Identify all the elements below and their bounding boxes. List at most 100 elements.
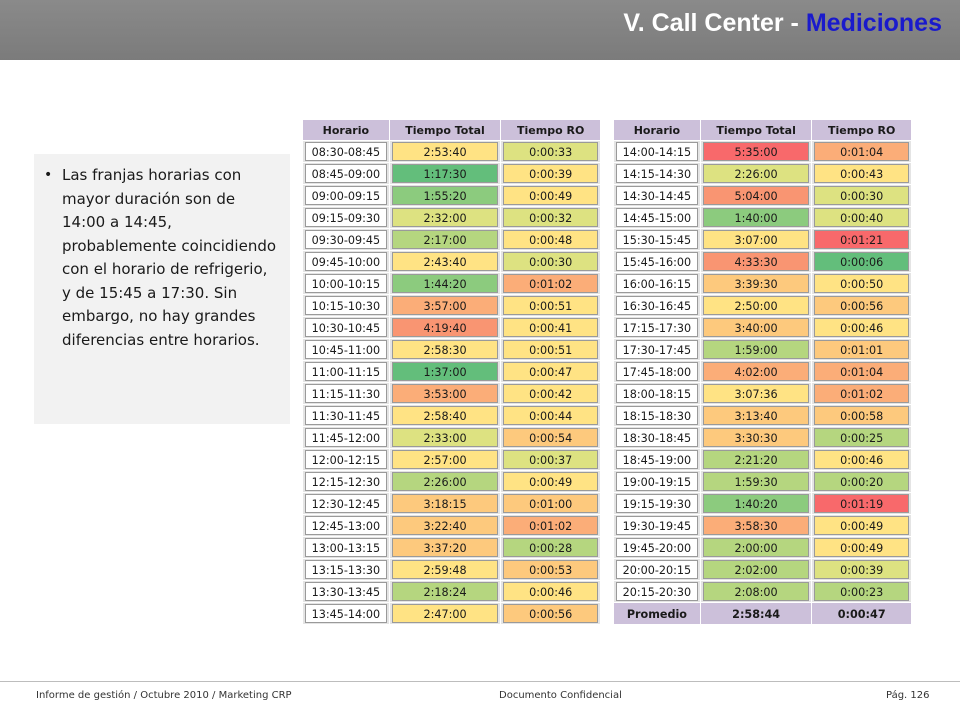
tiempo-total-cell-value: 2:21:20 (702, 450, 810, 469)
horario-cell-value: 08:30-08:45 (305, 142, 387, 161)
tiempo-total-cell-value: 3:58:30 (702, 516, 810, 535)
page-title: V. Call Center - Mediciones (623, 9, 942, 38)
horario-cell-value: 18:30-18:45 (616, 428, 698, 447)
horario-cell: 19:00-19:15 (613, 470, 701, 493)
horario-cell-value: 19:30-19:45 (616, 516, 698, 535)
tiempo-total-cell-value: 2:53:40 (391, 142, 499, 161)
tiempo-ro-cell: 0:00:44 (500, 404, 601, 427)
horario-cell: 16:00-16:15 (613, 272, 701, 295)
average-ro-value: 0:00:47 (814, 604, 909, 623)
table-row: 10:15-10:30 3:57:00 0:00:51 (302, 294, 601, 317)
horario-cell-value: 20:15-20:30 (616, 582, 698, 601)
note-box: Las franjas horarias con mayor duración … (34, 154, 290, 424)
tiempo-ro-cell-value: 0:00:20 (814, 472, 909, 491)
tiempo-ro-cell-value: 0:00:49 (814, 516, 909, 535)
tiempo-ro-cell-value: 0:00:43 (814, 164, 909, 183)
horario-cell-value: 11:15-11:30 (305, 384, 387, 403)
tiempo-total-cell: 2:08:00 (699, 580, 813, 603)
tiempo-total-cell: 5:35:00 (699, 140, 813, 163)
table-row: 18:00-18:15 3:07:36 0:01:02 (613, 382, 912, 405)
horario-cell-value: 11:30-11:45 (305, 406, 387, 425)
tiempo-total-cell-value: 3:18:15 (391, 494, 499, 513)
table-row: 08:30-08:45 2:53:40 0:00:33 (302, 140, 601, 163)
tiempo-ro-cell-value: 0:00:23 (814, 582, 909, 601)
col-header-tiempo-total: Tiempo Total (699, 119, 813, 141)
tiempo-ro-cell: 0:01:04 (811, 140, 912, 163)
footer-divider (0, 681, 960, 682)
tiempo-total-cell: 2:26:00 (699, 162, 813, 185)
table-row: 09:00-09:15 1:55:20 0:00:49 (302, 184, 601, 207)
horario-cell-value: 10:15-10:30 (305, 296, 387, 315)
tiempo-ro-cell-value: 0:00:51 (503, 340, 598, 359)
tiempo-ro-cell: 0:00:56 (811, 294, 912, 317)
horario-cell-value: 17:15-17:30 (616, 318, 698, 337)
horario-cell-value: 18:45-19:00 (616, 450, 698, 469)
table-row: 08:45-09:00 1:17:30 0:00:39 (302, 162, 601, 185)
tiempo-total-cell: 5:04:00 (699, 184, 813, 207)
tiempo-total-cell-value: 5:35:00 (702, 142, 810, 161)
tiempo-ro-cell: 0:00:06 (811, 250, 912, 273)
tiempo-ro-cell: 0:00:37 (500, 448, 601, 471)
table-row: 17:45-18:00 4:02:00 0:01:04 (613, 360, 912, 383)
tiempo-ro-cell: 0:01:02 (500, 272, 601, 295)
tiempo-total-cell: 1:17:30 (388, 162, 502, 185)
horario-cell-value: 16:30-16:45 (616, 296, 698, 315)
horario-cell-value: 10:30-10:45 (305, 318, 387, 337)
horario-cell: 11:15-11:30 (302, 382, 390, 405)
horario-cell-value: 14:30-14:45 (616, 186, 698, 205)
tiempo-ro-cell-value: 0:00:42 (503, 384, 598, 403)
horario-cell-value: 13:45-14:00 (305, 604, 387, 623)
average-total-cell: 2:58:44 (699, 602, 813, 625)
horario-cell-value: 19:00-19:15 (616, 472, 698, 491)
tiempo-total-cell: 2:47:00 (388, 602, 502, 625)
tiempo-ro-cell: 0:00:48 (500, 228, 601, 251)
tiempo-ro-cell: 0:01:19 (811, 492, 912, 515)
tiempo-ro-cell-value: 0:00:06 (814, 252, 909, 271)
table-row: 09:45-10:00 2:43:40 0:00:30 (302, 250, 601, 273)
tiempo-ro-cell-value: 0:01:04 (814, 142, 909, 161)
horario-cell: 08:45-09:00 (302, 162, 390, 185)
horario-cell-value: 10:45-11:00 (305, 340, 387, 359)
table-row: 16:30-16:45 2:50:00 0:00:56 (613, 294, 912, 317)
tiempo-total-cell: 4:33:30 (699, 250, 813, 273)
horario-cell: 09:30-09:45 (302, 228, 390, 251)
table-row: 10:30-10:45 4:19:40 0:00:41 (302, 316, 601, 339)
tiempo-ro-cell: 0:01:02 (811, 382, 912, 405)
tiempo-ro-cell-value: 0:00:47 (503, 362, 598, 381)
table-row: 11:30-11:45 2:58:40 0:00:44 (302, 404, 601, 427)
tiempo-total-cell-value: 3:07:00 (702, 230, 810, 249)
footer-report-info: Informe de gestión / Octubre 2010 / Mark… (36, 690, 292, 701)
table-row: 09:15-09:30 2:32:00 0:00:32 (302, 206, 601, 229)
horario-cell-value: 13:30-13:45 (305, 582, 387, 601)
horario-cell: 15:30-15:45 (613, 228, 701, 251)
tiempo-total-cell-value: 2:59:48 (391, 560, 499, 579)
tiempo-total-cell-value: 1:44:20 (391, 274, 499, 293)
table-row: 11:15-11:30 3:53:00 0:00:42 (302, 382, 601, 405)
table-row: 16:00-16:15 3:39:30 0:00:50 (613, 272, 912, 295)
tiempo-total-cell-value: 3:40:00 (702, 318, 810, 337)
tiempo-total-cell-value: 1:59:30 (702, 472, 810, 491)
tiempo-total-cell-value: 2:17:00 (391, 230, 499, 249)
col-header-tiempo-total: Tiempo Total (388, 119, 502, 141)
tiempo-total-cell-value: 2:08:00 (702, 582, 810, 601)
tiempo-ro-cell: 0:00:25 (811, 426, 912, 449)
tiempo-ro-cell-value: 0:00:33 (503, 142, 598, 161)
tiempo-total-cell: 3:07:00 (699, 228, 813, 251)
tiempo-ro-cell-value: 0:00:46 (814, 318, 909, 337)
tiempo-total-cell: 3:22:40 (388, 514, 502, 537)
table-row: 18:15-18:30 3:13:40 0:00:58 (613, 404, 912, 427)
horario-cell-value: 17:45-18:00 (616, 362, 698, 381)
horario-cell-value: 11:00-11:15 (305, 362, 387, 381)
header-bar: V. Call Center - Mediciones (0, 0, 960, 60)
tiempo-total-cell: 3:57:00 (388, 294, 502, 317)
tiempo-ro-cell-value: 0:00:56 (814, 296, 909, 315)
tiempo-total-cell: 1:59:30 (699, 470, 813, 493)
table-row: 15:30-15:45 3:07:00 0:01:21 (613, 228, 912, 251)
tiempo-total-cell-value: 3:07:36 (702, 384, 810, 403)
horario-cell: 09:15-09:30 (302, 206, 390, 229)
tiempo-total-cell-value: 4:19:40 (391, 318, 499, 337)
tiempo-ro-cell-value: 0:00:46 (814, 450, 909, 469)
table-row: 14:00-14:15 5:35:00 0:01:04 (613, 140, 912, 163)
horario-cell-value: 09:00-09:15 (305, 186, 387, 205)
tiempo-total-cell: 2:58:40 (388, 404, 502, 427)
